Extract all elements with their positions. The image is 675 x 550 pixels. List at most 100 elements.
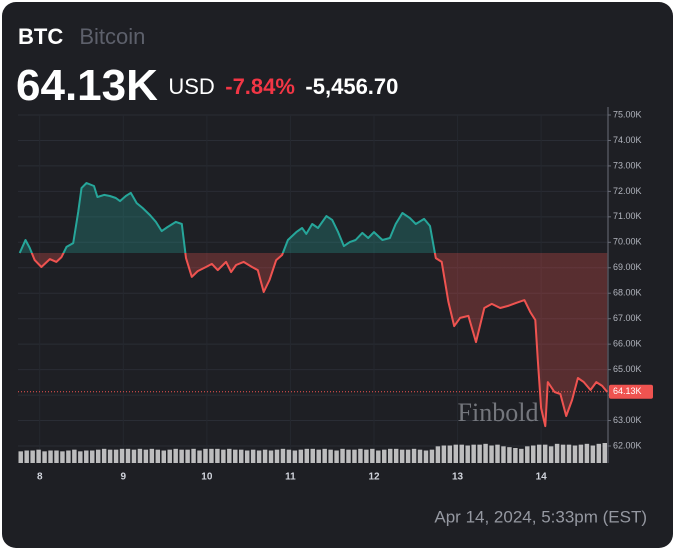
- volume-bar: [125, 448, 131, 463]
- x-tick-label: 10: [201, 472, 213, 483]
- volume-bar: [322, 448, 327, 463]
- y-tick-label: 75.00K: [613, 109, 642, 119]
- volume-bar: [382, 449, 387, 463]
- volume-bar: [334, 450, 339, 463]
- y-tick-label: 69.00K: [613, 262, 642, 272]
- volume-bar: [203, 448, 208, 463]
- volume-bar: [173, 448, 178, 463]
- volume-bar: [18, 451, 23, 463]
- volume-bar: [197, 450, 202, 463]
- y-tick-label: 70.00K: [613, 237, 642, 247]
- volume-bar: [411, 448, 417, 463]
- x-tick-label: 13: [452, 472, 464, 483]
- volume-bar: [101, 448, 107, 463]
- volume-bar: [387, 448, 393, 463]
- volume-bar: [495, 444, 500, 463]
- current-price-box: [609, 384, 653, 399]
- volume-bar: [536, 444, 542, 463]
- volume-bar: [453, 444, 459, 463]
- price-line: [18, 182, 608, 428]
- volume-bar: [286, 449, 292, 463]
- y-tick-label: 72.00K: [613, 186, 642, 196]
- volume-bar: [36, 449, 41, 463]
- volume-bar: [554, 443, 560, 463]
- volume-bar: [227, 448, 232, 463]
- y-tick-label: 74.00K: [613, 135, 642, 145]
- volume-bar: [477, 444, 482, 463]
- volume-bar: [107, 449, 113, 463]
- volume-bar: [95, 449, 101, 463]
- volume-bar: [167, 449, 172, 463]
- change-percent: -7.84%: [225, 74, 295, 99]
- volume-bar: [209, 448, 214, 463]
- volume-bar: [578, 444, 584, 463]
- watermark: Finbold: [458, 398, 539, 427]
- volume-bar: [507, 447, 512, 463]
- volume-bar: [346, 449, 351, 463]
- symbol-line: BTC Bitcoin: [18, 24, 145, 49]
- volume-bar: [215, 448, 220, 463]
- volume-bar: [447, 445, 453, 463]
- volume-bar: [435, 446, 441, 463]
- volume-bar: [560, 444, 566, 463]
- volume-bar: [519, 448, 524, 463]
- volume-bar: [72, 449, 77, 463]
- volume-bar: [352, 449, 357, 463]
- volume-bar: [137, 448, 143, 463]
- volume-bar: [525, 446, 530, 463]
- volume-bar: [256, 450, 262, 463]
- volume-bar: [376, 450, 381, 463]
- volume-bar: [584, 443, 590, 463]
- volume-bar: [60, 451, 65, 463]
- volume-bar: [239, 449, 244, 463]
- y-tick-label: 67.00K: [613, 313, 642, 323]
- volume-bar: [179, 449, 184, 463]
- volume-bar: [393, 448, 399, 463]
- volume-bar: [572, 445, 578, 463]
- price-line: 64.13K USD -7.84% -5,456.70: [16, 61, 398, 110]
- volume-bar: [191, 448, 196, 463]
- x-tick-label: 11: [285, 472, 296, 483]
- volume-bar: [310, 448, 315, 463]
- volume-bar: [364, 449, 369, 463]
- volume-bar: [292, 450, 298, 463]
- volume-bar: [143, 449, 149, 463]
- price: 64.13K: [16, 61, 158, 110]
- currency: USD: [168, 74, 214, 99]
- volume-bar: [119, 448, 125, 463]
- volume-bar: [513, 448, 518, 463]
- volume-bar: [370, 448, 375, 463]
- symbol: BTC: [18, 24, 63, 49]
- volume-bar: [465, 445, 470, 463]
- volume-bar: [459, 444, 464, 463]
- volume-bar: [185, 449, 190, 463]
- volume-bar: [566, 444, 572, 463]
- volume-bar: [221, 449, 226, 463]
- volume-bar: [280, 448, 286, 463]
- volume-bar: [48, 450, 53, 463]
- volume-bar: [155, 449, 161, 463]
- volume-bar: [262, 449, 268, 463]
- volume-bar: [501, 446, 506, 463]
- volume-bar: [298, 449, 304, 463]
- volume-bar: [66, 450, 71, 463]
- volume-bar: [268, 450, 274, 463]
- volume-bar: [304, 448, 310, 463]
- volume-bar: [441, 445, 447, 463]
- current-price-label: 64.13K: [613, 386, 642, 396]
- volume-bar: [483, 443, 488, 463]
- volume-bar: [244, 450, 250, 463]
- volume-bar: [489, 445, 494, 463]
- volume-bar: [417, 449, 423, 463]
- timestamp: Apr 14, 2024, 5:33pm (EST): [434, 507, 647, 526]
- volume-bar: [90, 450, 95, 463]
- volume-bar: [358, 448, 363, 463]
- volume-bar: [30, 450, 35, 463]
- volume-bar: [548, 446, 554, 463]
- volume-bar: [590, 445, 596, 463]
- volume-bar: [423, 450, 429, 463]
- volume-bar: [328, 449, 333, 463]
